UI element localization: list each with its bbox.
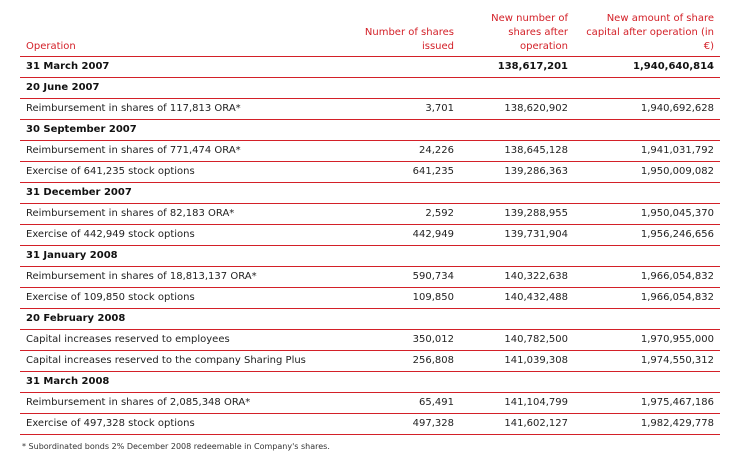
new-shares-cell: 138,617,201 [497,61,568,72]
shares-issued-cell: 497,328 [412,418,454,429]
share-capital-cell: 1,966,054,832 [640,292,714,303]
share-capital-cell: 1,940,640,814 [633,61,714,72]
share-capital-cell: 1,950,045,370 [640,208,714,219]
table-row: Reimbursement in shares of 771,474 ORA* 2… [20,141,720,162]
date-row: 31 January 2008 [20,246,720,267]
shares-issued-cell: 65,491 [419,397,454,408]
table-row: Exercise of 641,235 stock options 641,235… [20,162,720,183]
operation-cell: 30 September 2007 [26,124,137,135]
share-capital-cell: 1,956,246,656 [640,229,714,240]
operation-cell: Exercise of 109,850 stock options [26,292,195,303]
shares-issued-cell: 256,808 [412,355,454,366]
table-row: Exercise of 109,850 stock options 109,850… [20,288,720,309]
operation-cell: Exercise of 641,235 stock options [26,166,195,177]
date-row: 31 December 2007 [20,183,720,204]
shares-issued-cell: 442,949 [412,229,454,240]
footnote: * Subordinated bonds 2% December 2008 re… [22,442,330,451]
operation-cell: Exercise of 497,328 stock options [26,418,195,429]
new-shares-cell: 140,432,488 [504,292,568,303]
date-row: 31 March 2007 138,617,201 1,940,640,814 [20,57,720,78]
table-body: 31 March 2007 138,617,201 1,940,640,814 20 … [20,57,720,435]
share-capital-cell: 1,975,467,186 [640,397,714,408]
shares-issued-cell: 24,226 [419,145,454,156]
date-row: 31 March 2008 [20,372,720,393]
operation-cell: 31 March 2008 [26,376,110,387]
operation-cell: Reimbursement in shares of 117,813 ORA* [26,103,241,114]
shares-issued-cell: 2,592 [425,208,454,219]
operation-cell: Reimbursement in shares of 18,813,137 OR… [26,271,257,282]
operation-cell: 31 January 2008 [26,250,118,261]
table-row: Capital increases reserved to employees 3… [20,330,720,351]
operation-cell: Reimbursement in shares of 771,474 ORA* [26,145,241,156]
new-shares-cell: 140,322,638 [504,271,568,282]
operation-cell: 20 February 2008 [26,313,126,324]
new-shares-cell: 141,602,127 [504,418,568,429]
share-capital-cell: 1,974,550,312 [640,355,714,366]
header-shares-issued: Number of shares issued [364,27,454,52]
new-shares-cell: 141,104,799 [504,397,568,408]
share-capital-table: Operation Number of shares issued New nu… [20,13,720,451]
operation-cell: 31 March 2007 [26,61,110,72]
shares-issued-cell: 3,701 [425,103,454,114]
operation-cell: Capital increases reserved to the compan… [26,355,306,366]
share-capital-cell: 1,982,429,778 [640,418,714,429]
share-capital-cell: 1,970,955,000 [640,334,714,345]
operation-cell: Reimbursement in shares of 2,085,348 ORA… [26,397,251,408]
operation-cell: Capital increases reserved to employees [26,334,230,345]
share-capital-cell: 1,950,009,082 [640,166,714,177]
date-row: 30 September 2007 [20,120,720,141]
table-row: Reimbursement in shares of 2,085,348 ORA… [20,393,720,414]
shares-issued-cell: 590,734 [412,271,454,282]
new-shares-cell: 139,288,955 [504,208,568,219]
table-row: Reimbursement in shares of 82,183 ORA* 2,… [20,204,720,225]
new-shares-cell: 139,731,904 [504,229,568,240]
share-capital-cell: 1,940,692,628 [640,103,714,114]
shares-issued-cell: 350,012 [412,334,454,345]
table-row: Capital increases reserved to the compan… [20,351,720,372]
header-new-share-capital: New amount of share capital after operat… [586,13,714,52]
new-shares-cell: 139,286,363 [504,166,568,177]
share-capital-cell: 1,941,031,792 [640,145,714,156]
header-operation: Operation [26,41,76,52]
table-row: Reimbursement in shares of 18,813,137 OR… [20,267,720,288]
share-capital-cell: 1,966,054,832 [640,271,714,282]
table-row: Exercise of 442,949 stock options 442,949… [20,225,720,246]
table-header: Operation Number of shares issued New nu… [20,13,720,57]
header-new-number-of-shares: New number of shares after operation [491,13,568,52]
table-row: Reimbursement in shares of 117,813 ORA* 3… [20,99,720,120]
table-row: Exercise of 497,328 stock options 497,328… [20,414,720,435]
new-shares-cell: 141,039,308 [504,355,568,366]
new-shares-cell: 140,782,500 [504,334,568,345]
operation-cell: Exercise of 442,949 stock options [26,229,195,240]
shares-issued-cell: 109,850 [412,292,454,303]
date-row: 20 February 2008 [20,309,720,330]
date-row: 20 June 2007 [20,78,720,99]
shares-issued-cell: 641,235 [412,166,454,177]
new-shares-cell: 138,645,128 [504,145,568,156]
operation-cell: 20 June 2007 [26,82,100,93]
new-shares-cell: 138,620,902 [504,103,568,114]
operation-cell: 31 December 2007 [26,187,132,198]
operation-cell: Reimbursement in shares of 82,183 ORA* [26,208,235,219]
